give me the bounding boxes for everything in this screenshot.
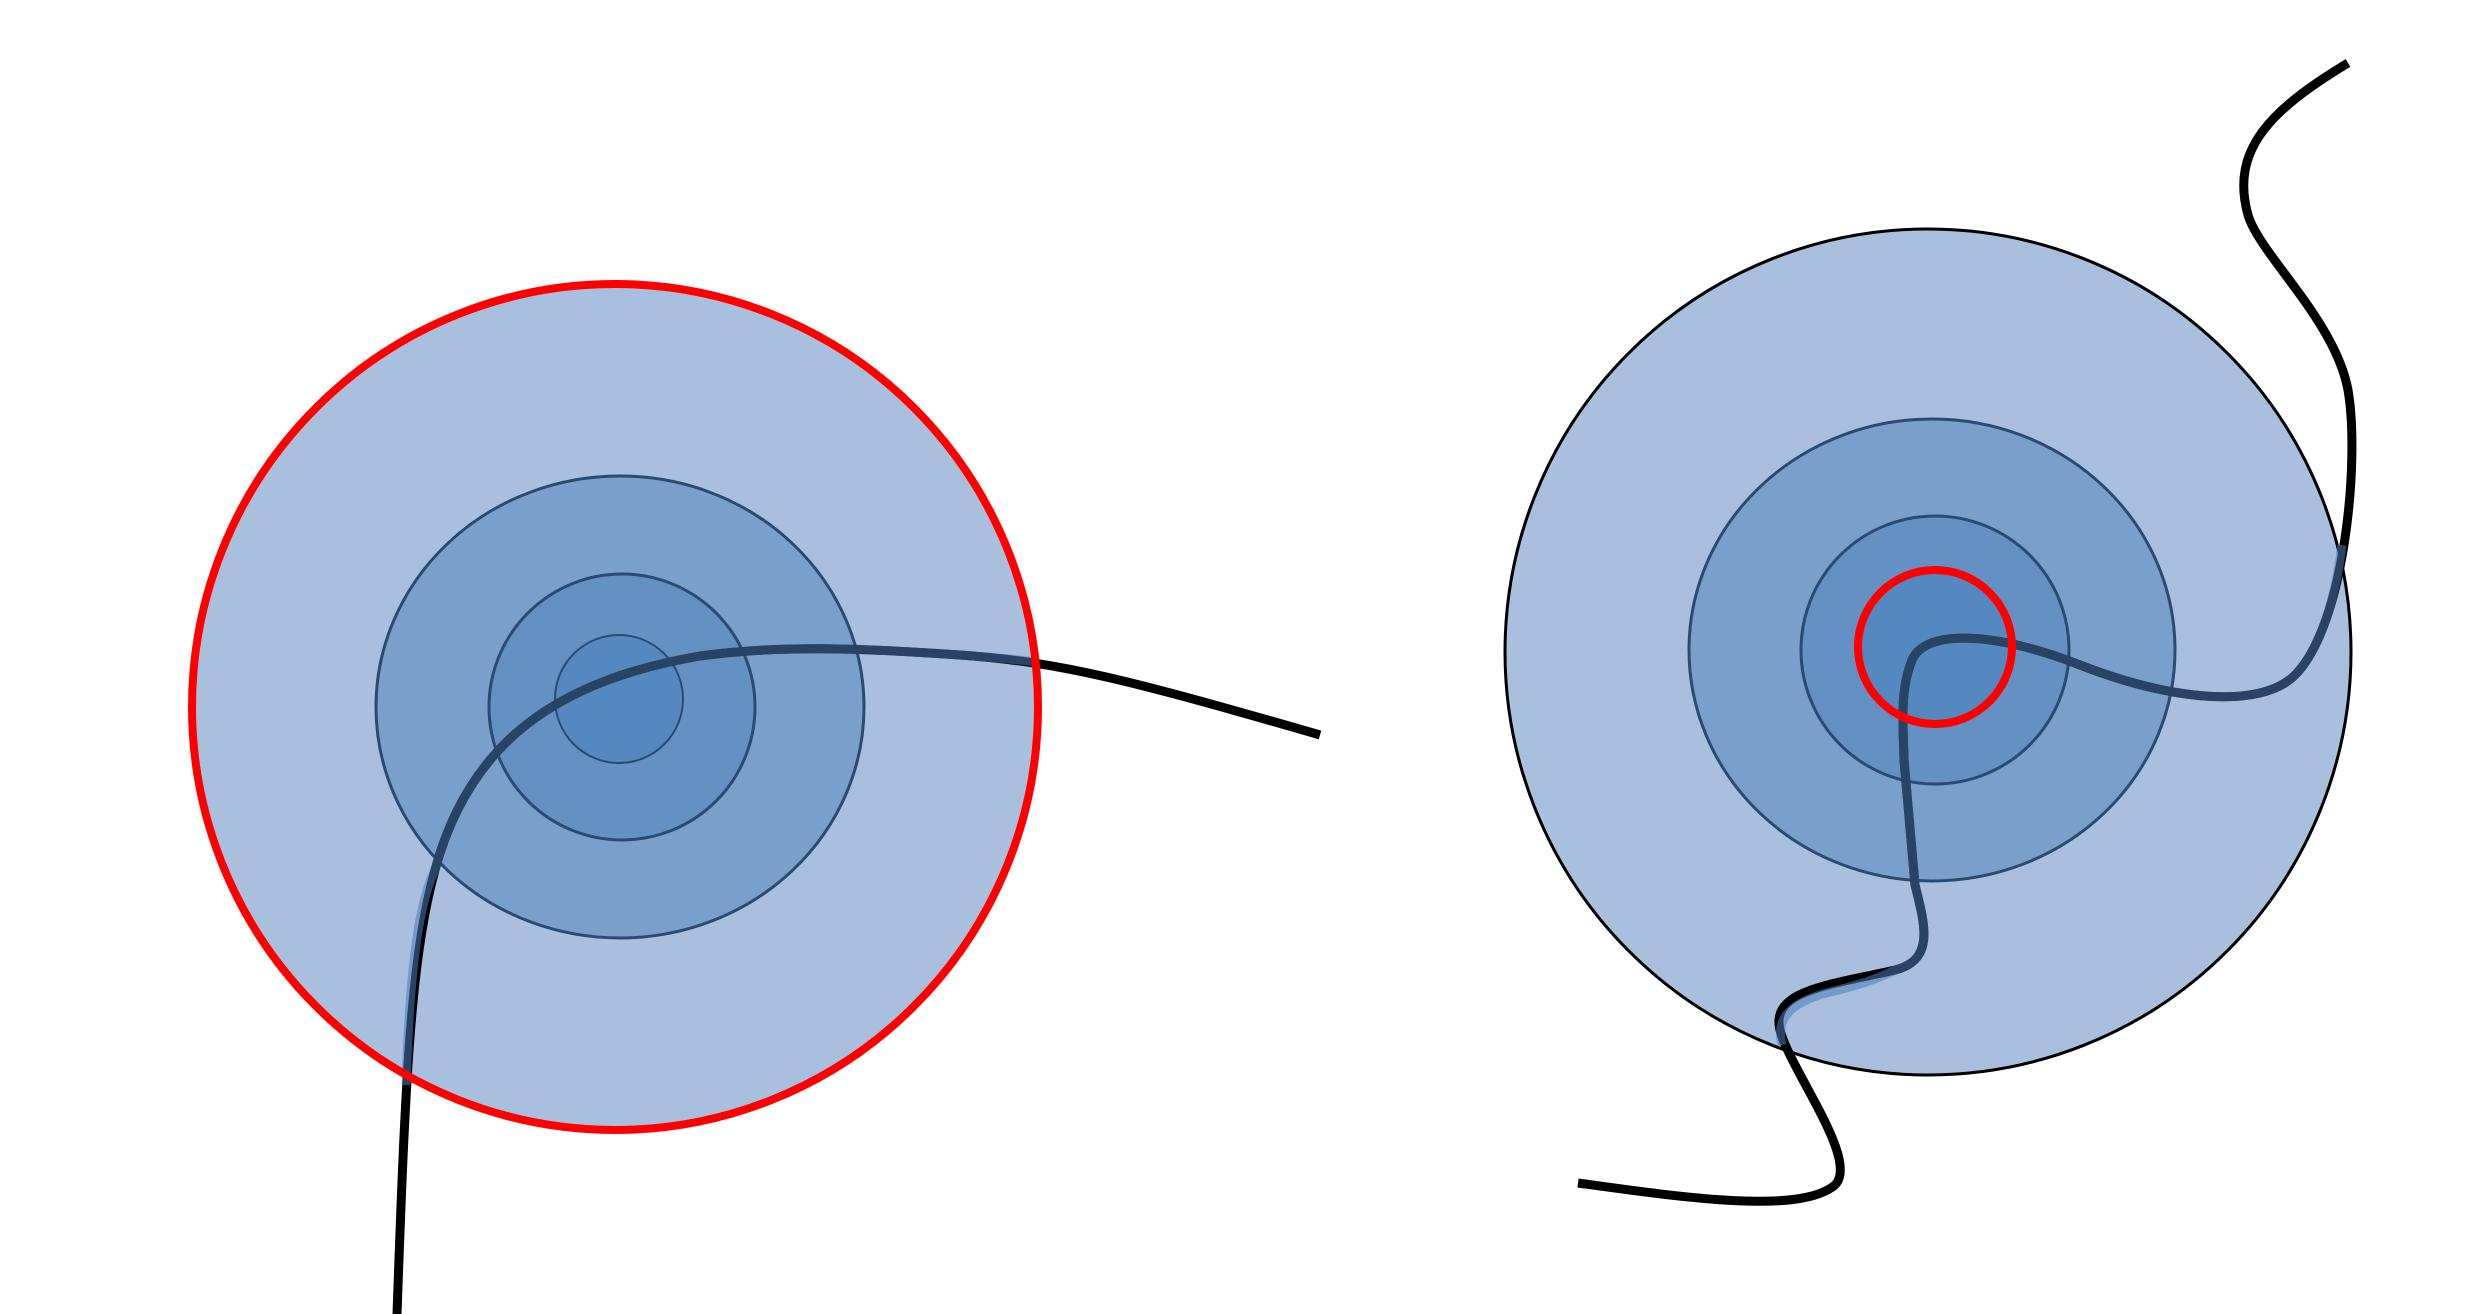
right-curve-inside — [1775, 544, 2347, 1047]
right-highlight-ring — [1854, 566, 2016, 728]
right-core-region — [1859, 571, 2013, 725]
left-highlight-ring — [188, 280, 1042, 1134]
right-diagram — [1503, 59, 2357, 1206]
left-curve-inside — [401, 644, 1038, 1086]
left-diagram — [188, 280, 1322, 1314]
